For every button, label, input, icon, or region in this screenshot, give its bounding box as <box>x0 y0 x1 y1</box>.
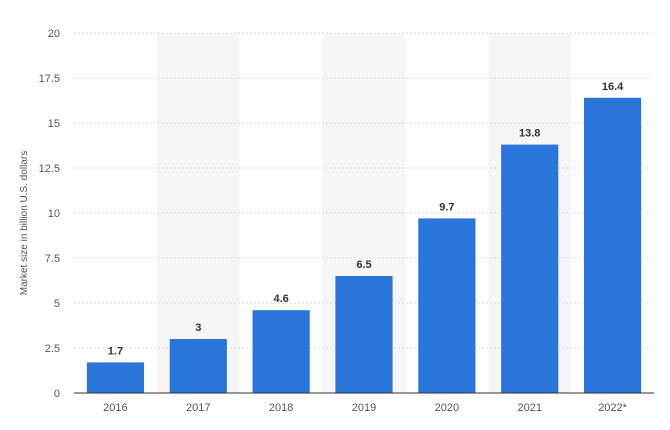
y-tick-label: 17.5 <box>39 73 60 85</box>
x-tick-label: 2018 <box>269 402 293 414</box>
bar <box>86 362 145 393</box>
data-label: 6.5 <box>356 259 371 271</box>
x-tick-label: 2016 <box>103 402 127 414</box>
y-axis-title: Market size in billion U.S. dollars <box>19 151 30 296</box>
bar <box>501 144 559 393</box>
y-tick-label: 7.5 <box>45 253 60 265</box>
data-label: 3 <box>195 322 201 334</box>
x-tick-label: 2017 <box>186 402 210 414</box>
bars <box>86 97 642 394</box>
data-label: 16.4 <box>602 81 624 93</box>
y-tick-label: 15 <box>48 118 60 130</box>
data-label: 1.7 <box>108 345 123 357</box>
bar <box>583 97 642 394</box>
data-label: 9.7 <box>439 201 454 213</box>
bar <box>252 310 310 393</box>
y-tick-label: 0 <box>54 388 60 400</box>
y-tick-label: 12.5 <box>39 163 60 175</box>
bar <box>169 339 227 393</box>
data-label: 13.8 <box>519 128 540 140</box>
y-tick-label: 10 <box>48 208 60 220</box>
y-axis-ticks: 0 2.5 5 7.5 10 12.5 15 17.5 20 <box>39 28 60 400</box>
y-tick-label: 20 <box>48 28 60 40</box>
bar <box>335 276 393 393</box>
bar <box>418 218 476 393</box>
data-labels: 1.7 3 4.6 6.5 9.7 13.8 16.4 <box>108 81 624 358</box>
x-tick-label: 2020 <box>435 402 459 414</box>
y-tick-label: 5 <box>54 298 60 310</box>
y-tick-label: 2.5 <box>45 343 60 355</box>
data-label: 4.6 <box>273 293 288 305</box>
x-axis-ticks: 2016 2017 2018 2019 2020 2021 2022* <box>103 402 627 414</box>
x-tick-label: 2019 <box>352 402 376 414</box>
x-tick-label: 2021 <box>517 402 541 414</box>
x-tick-label: 2022* <box>598 402 627 414</box>
